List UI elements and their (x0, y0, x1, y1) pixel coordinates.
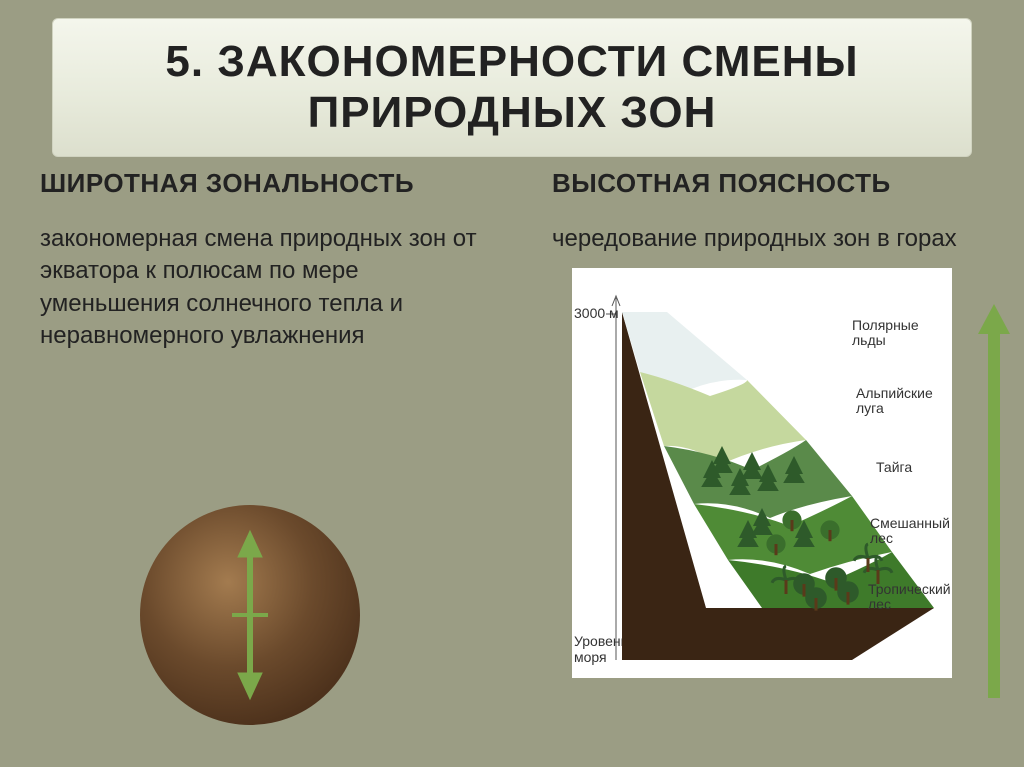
svg-text:лес: лес (870, 530, 893, 546)
svg-text:моря: моря (574, 649, 607, 665)
page-title: 5. ЗАКОНОМЕРНОСТИ СМЕНЫ ПРИРОДНЫХ ЗОН (52, 18, 972, 157)
svg-text:Тайга: Тайга (876, 459, 912, 475)
svg-text:Полярные: Полярные (852, 317, 919, 333)
subtitle-latitudinal: ШИРОТНАЯ ЗОНАЛЬНОСТЬ (28, 168, 484, 199)
col-latitudinal: ШИРОТНАЯ ЗОНАЛЬНОСТЬ закономерная смена … (0, 168, 512, 767)
col-altitudinal: ВЫСОТНАЯ ПОЯСНОСТЬ чередование природных… (512, 168, 1024, 767)
svg-text:Тропический: Тропический (868, 581, 951, 597)
svg-text:Альпийские: Альпийские (856, 385, 933, 401)
svg-text:лес: лес (868, 596, 891, 612)
desc-altitudinal: чередование природных зон в горах (540, 223, 996, 255)
body: ШИРОТНАЯ ЗОНАЛЬНОСТЬ закономерная смена … (0, 168, 1024, 767)
mountain-diagram: 3000 м Уровень моря (572, 268, 952, 678)
svg-text:Смешанный: Смешанный (870, 515, 950, 531)
title-text: 5. ЗАКОНОМЕРНОСТИ СМЕНЫ ПРИРОДНЫХ ЗОН (165, 37, 858, 137)
subtitle-altitudinal: ВЫСОТНАЯ ПОЯСНОСТЬ (540, 168, 996, 199)
desc-latitudinal: закономерная смена природных зон от эква… (28, 223, 484, 353)
up-arrow-icon (974, 298, 1014, 718)
globe-diagram (120, 485, 380, 745)
svg-text:3000 м: 3000 м (574, 305, 619, 321)
svg-text:луга: луга (856, 400, 884, 416)
svg-text:Уровень: Уровень (574, 633, 628, 649)
svg-text:льды: льды (852, 332, 886, 348)
slide: 5. ЗАКОНОМЕРНОСТИ СМЕНЫ ПРИРОДНЫХ ЗОН ШИ… (0, 0, 1024, 767)
